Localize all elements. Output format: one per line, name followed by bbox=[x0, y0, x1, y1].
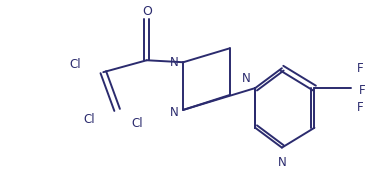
Text: N: N bbox=[241, 72, 250, 85]
Text: N: N bbox=[277, 156, 286, 169]
Text: N: N bbox=[170, 56, 178, 69]
Text: Cl: Cl bbox=[84, 113, 95, 126]
Text: F: F bbox=[357, 101, 363, 114]
Text: O: O bbox=[142, 5, 152, 18]
Text: Cl: Cl bbox=[131, 117, 143, 130]
Text: F: F bbox=[359, 84, 366, 97]
Text: Cl: Cl bbox=[70, 58, 81, 71]
Text: N: N bbox=[170, 106, 178, 119]
Text: F: F bbox=[357, 62, 363, 75]
